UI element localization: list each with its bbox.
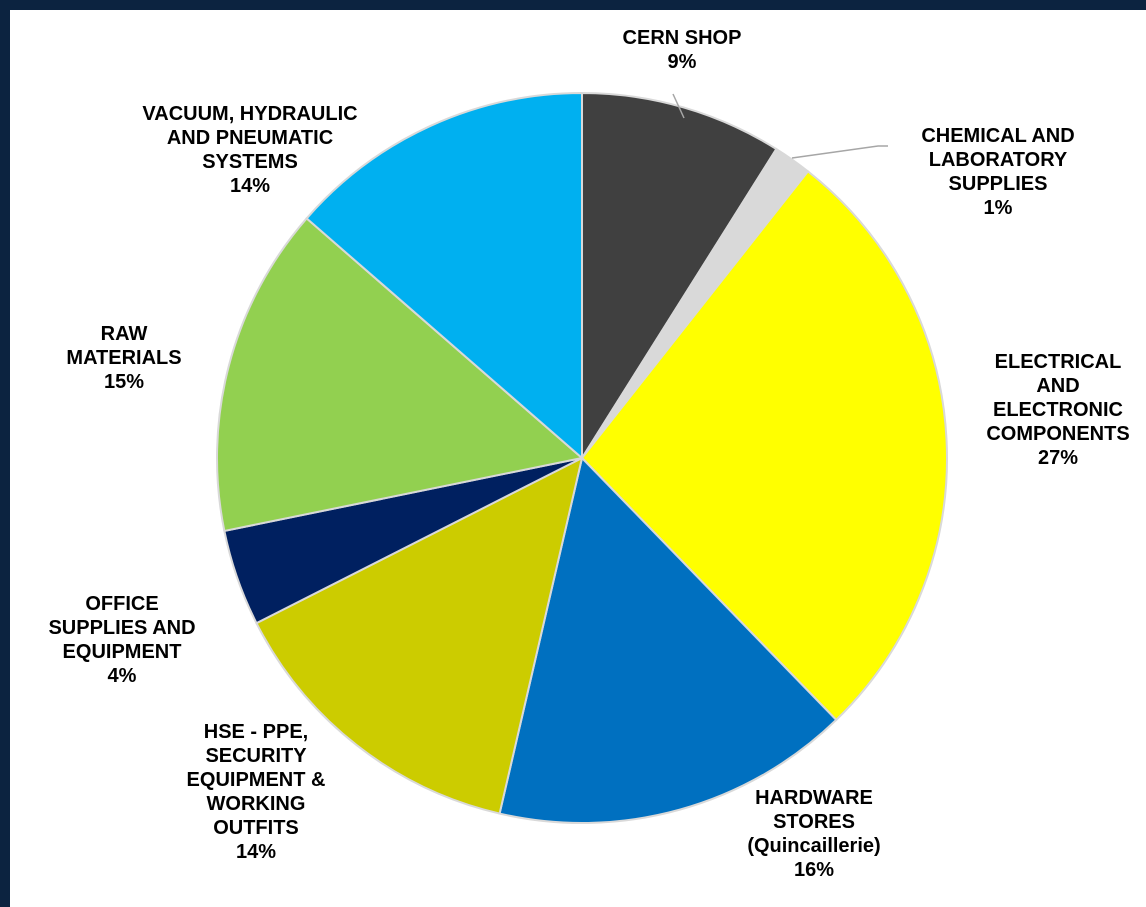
slice-label-line: SUPPLIES AND <box>48 617 195 639</box>
slice-label-electrical-and-electronic-components: ELECTRICAL AND ELECTRONIC COMPONENTS 27% <box>986 351 1129 469</box>
slice-percent-electrical-and-electronic-components: 27% <box>1038 447 1078 469</box>
pie-slice-vacuum-hydraulic-and-pneumatic-systems <box>305 91 583 461</box>
slice-label-line: SECURITY <box>205 745 307 767</box>
leader-line-chemical-and-laboratory-supplies <box>791 145 888 159</box>
slice-label-line: (Quincaillerie) <box>747 835 880 857</box>
slice-label-line: LABORATORY <box>929 149 1068 171</box>
slice-label-vacuum-hydraulic-and-pneumatic-systems: VACUUM, HYDRAULIC AND PNEUMATIC SYSTEMS 14% <box>142 103 357 197</box>
slice-label-line: ELECTRONIC <box>993 399 1123 421</box>
slice-label-line: AND PNEUMATIC <box>167 127 333 149</box>
slice-label-line: EQUIPMENT & <box>187 769 326 791</box>
slice-label-chemical-and-laboratory-supplies: CHEMICAL AND LABORATORY SUPPLIES 1% <box>921 125 1074 219</box>
slice-percent-hardware-stores-quincaillerie: 16% <box>794 859 834 881</box>
pie-slice-cern-shop <box>581 91 778 462</box>
slice-label-line: SYSTEMS <box>202 151 298 173</box>
slice-label-line: EQUIPMENT <box>63 641 182 663</box>
slice-percent-raw-materials: 15% <box>104 371 144 393</box>
pie-slices <box>216 91 948 824</box>
pie-slice-hardware-stores-quincaillerie <box>498 455 838 824</box>
leader-lines <box>672 93 888 159</box>
slice-label-line: OFFICE <box>85 593 158 615</box>
slice-label-line: WORKING <box>207 793 306 815</box>
slice-label-line: SUPPLIES <box>949 173 1048 195</box>
slice-label-hse-ppe-security-equipment-working-outfits: HSE - PPE, SECURITY EQUIPMENT & WORKING OUTF… <box>187 721 326 863</box>
slice-label-line: VACUUM, HYDRAULIC <box>142 103 357 125</box>
slice-label-cern-shop: CERN SHOP 9% <box>623 27 742 73</box>
slice-label-line: ELECTRICAL <box>995 351 1122 373</box>
slice-label-office-supplies-and-equipment: OFFICE SUPPLIES AND EQUIPMENT 4% <box>48 593 195 687</box>
pie-slice-electrical-and-electronic-components <box>580 169 948 722</box>
slice-percent-vacuum-hydraulic-and-pneumatic-systems: 14% <box>230 175 270 197</box>
slice-label-hardware-stores-quincaillerie: HARDWARE STORES (Quincaillerie) 16% <box>747 787 880 881</box>
slice-label-line: COMPONENTS <box>986 423 1129 445</box>
slice-percent-cern-shop: 9% <box>668 51 697 73</box>
slice-label-line: MATERIALS <box>66 347 181 369</box>
slice-percent-chemical-and-laboratory-supplies: 1% <box>984 197 1013 219</box>
slice-label-line: HSE - PPE, <box>204 721 308 743</box>
slice-percent-hse-ppe-security-equipment-working-outfits: 14% <box>236 841 276 863</box>
slice-label-line: HARDWARE <box>755 787 873 809</box>
chart-panel: CERN SHOP 9% CHEMICAL AND LABORATORY SUPPLIE… <box>10 10 1146 907</box>
slice-label-line: OUTFITS <box>213 817 299 839</box>
leader-line-cern-shop <box>672 93 685 119</box>
slice-label-line: STORES <box>773 811 855 833</box>
slice-label-line: CERN SHOP <box>623 27 742 49</box>
slice-percent-office-supplies-and-equipment: 4% <box>108 665 137 687</box>
slice-label-line: AND <box>1036 375 1079 397</box>
slice-label-line: CHEMICAL AND <box>921 125 1074 147</box>
slice-labels: CERN SHOP 9%CHEMICAL AND LABORATORY SUPPLIE… <box>48 27 1129 881</box>
pie-slice-raw-materials <box>216 217 585 533</box>
pie-chart: CERN SHOP 9%CHEMICAL AND LABORATORY SUPPLIE… <box>48 27 1129 881</box>
slice-label-line: RAW <box>101 323 148 345</box>
slice-label-raw-materials: RAW MATERIALS 15% <box>66 323 181 393</box>
pie-slice-hse-ppe-security-equipment-working-outfits <box>255 456 584 815</box>
